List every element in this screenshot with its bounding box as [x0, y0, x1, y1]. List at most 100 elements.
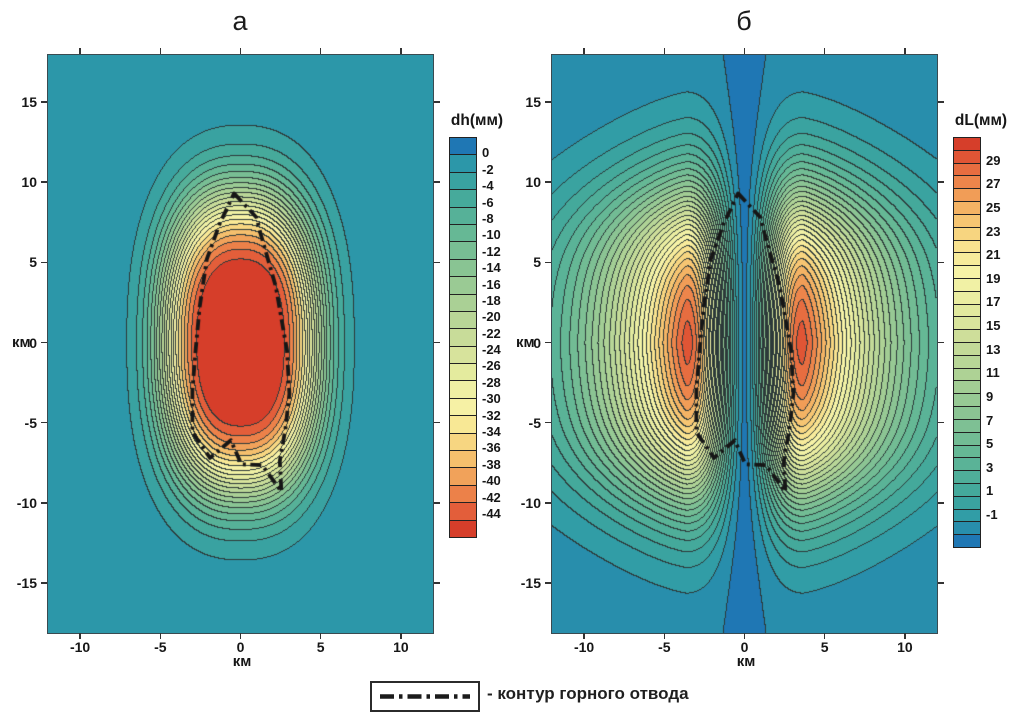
y-tick-left	[545, 421, 551, 424]
colorbar-label: -18	[482, 292, 501, 308]
colorbar-cell	[954, 367, 980, 381]
colorbar-cell	[954, 380, 980, 394]
x-tick-bottom	[583, 633, 585, 639]
colorbar-cell	[450, 363, 476, 381]
colorbar-cell	[954, 188, 980, 202]
colorbar-label: -36	[482, 440, 501, 456]
colorbar-label: -28	[482, 374, 501, 390]
y-tick-right	[434, 502, 440, 504]
y-tick-label: 5	[533, 254, 541, 271]
x-tick-top	[319, 48, 322, 54]
colorbar-label: -12	[482, 243, 501, 259]
colorbar-cell	[450, 241, 476, 259]
x-tick-label: -5	[658, 639, 671, 655]
x-tick-bottom	[319, 633, 322, 639]
x-tick-label: 10	[393, 639, 409, 655]
colorbar-label: -2	[482, 161, 494, 177]
y-tick-label: 0	[29, 334, 37, 351]
legend-line-sample-box	[370, 681, 480, 712]
y-tick-label: -15	[16, 574, 37, 591]
y-tick-left	[545, 181, 551, 183]
y-tick-right	[434, 101, 440, 103]
colorbar-cell	[954, 393, 980, 407]
colorbar-cell	[450, 138, 476, 155]
x-tick-label: 5	[820, 639, 829, 655]
y-tick-right	[434, 582, 440, 584]
x-tick-top	[79, 48, 81, 54]
colorbar-label: -6	[482, 194, 494, 210]
x-tick-bottom	[239, 633, 242, 639]
colorbar-cell	[954, 342, 980, 355]
colorbar-cell	[450, 310, 476, 329]
y-axis-label-b: км	[516, 334, 535, 351]
colorbar-label: 15	[986, 318, 1001, 333]
colorbar-cell	[954, 431, 980, 445]
y-tick-right	[434, 181, 440, 183]
x-axis-label-a: км	[232, 653, 252, 670]
colorbar-label: -22	[482, 325, 501, 341]
colorbar-label: -4	[482, 178, 494, 194]
colorbar-cell	[954, 457, 980, 471]
colorbar-cell	[954, 329, 980, 342]
colorbar-label: 17	[986, 294, 1001, 310]
y-tick-left	[41, 582, 47, 584]
contour-plot-dl	[551, 54, 938, 634]
x-tick-bottom	[400, 633, 402, 639]
y-tick-left	[41, 421, 47, 424]
panel-b-title: б	[736, 6, 752, 36]
y-tick-left	[41, 181, 47, 183]
colorbar-cell	[450, 258, 476, 277]
x-tick-label: 5	[316, 639, 325, 655]
colorbar-cell	[450, 171, 476, 190]
colorbar-cell	[954, 138, 980, 150]
colorbar-label: -26	[482, 358, 501, 374]
colorbar-cell	[450, 328, 476, 346]
colorbar-cell	[954, 354, 980, 368]
y-tick-left	[41, 261, 47, 264]
x-tick-top	[239, 48, 242, 54]
y-tick-label: -10	[520, 494, 541, 511]
y-tick-label: 15	[21, 94, 37, 111]
x-tick-top	[159, 48, 162, 54]
contour-canvas-dh	[48, 55, 433, 633]
colorbar-label: 5	[986, 436, 994, 452]
x-tick-label: 10	[897, 639, 913, 655]
colorbar-cell	[954, 277, 980, 291]
colorbar-cell	[450, 519, 476, 537]
y-tick-right	[434, 421, 440, 424]
y-tick-right	[938, 502, 944, 504]
colorbar-label: 1	[986, 483, 994, 499]
y-tick-right	[938, 341, 944, 344]
legend-text: - контур горного отвода	[487, 684, 689, 703]
colorbar-cell	[450, 345, 476, 364]
colorbar-cell	[954, 162, 980, 176]
colorbar-label: 29	[986, 152, 1001, 168]
colorbar-cell	[450, 189, 476, 207]
colorbar-label: -24	[482, 342, 501, 358]
y-axis-label-a: км	[12, 334, 31, 351]
colorbar-label: 3	[986, 459, 994, 475]
y-tick-left	[545, 341, 551, 344]
colorbar-label: 19	[986, 270, 1001, 286]
colorbar-cell	[954, 175, 980, 189]
y-tick-left	[41, 341, 47, 344]
colorbar-label: -42	[482, 489, 501, 505]
colorbar-cell	[954, 226, 980, 240]
y-tick-right	[938, 261, 944, 264]
colorbar-cell	[450, 432, 476, 451]
x-tick-bottom	[79, 633, 81, 639]
colorbar-cell	[954, 252, 980, 266]
colorbar-cell	[954, 418, 980, 432]
colorbar-label: -40	[482, 473, 501, 489]
colorbar-label: 21	[986, 247, 1001, 263]
colorbar-label: -8	[482, 210, 494, 226]
contour-plot-dh	[47, 54, 434, 634]
colorbar-cell	[450, 484, 476, 503]
colorbar-cell	[954, 265, 980, 278]
colorbar-cell	[954, 213, 980, 227]
panel-a-title: а	[232, 6, 248, 36]
colorbar-label: 13	[986, 341, 1001, 357]
colorbar-title-dl: dL(мм)	[954, 112, 1008, 129]
y-tick-label: 15	[525, 94, 541, 111]
